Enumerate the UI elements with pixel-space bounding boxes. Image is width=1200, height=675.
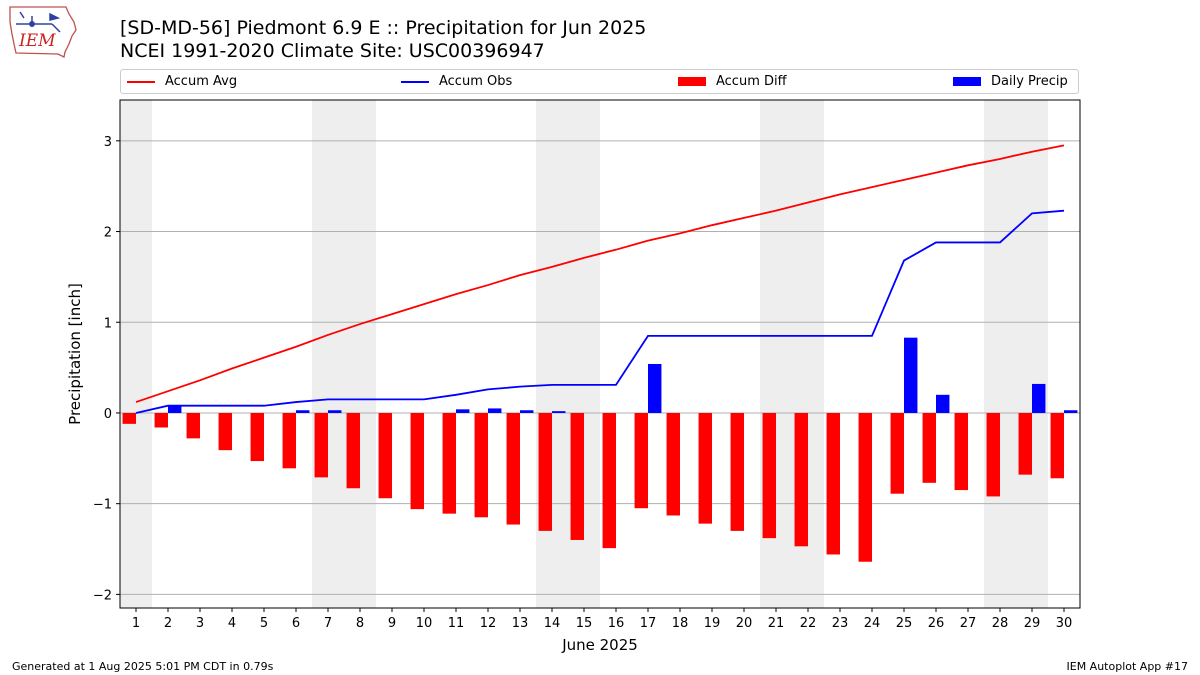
daily-precip-bar (936, 395, 949, 413)
x-tick-label: 8 (356, 616, 364, 631)
x-tick-label: 26 (928, 616, 945, 631)
x-tick-label: 17 (640, 616, 657, 631)
accum-diff-bar (923, 413, 936, 483)
accum-diff-bar (955, 413, 968, 490)
accum-diff-bar (219, 413, 232, 450)
x-tick-label: 13 (512, 616, 529, 631)
x-tick-label: 12 (480, 616, 497, 631)
weekend-shade-day-7 (312, 100, 344, 608)
y-axis-label: Precipitation [inch] (66, 283, 84, 425)
x-tick-label: 30 (1056, 616, 1073, 631)
accum-diff-bar (507, 413, 520, 525)
accum-diff-bar (443, 413, 456, 514)
accum-diff-bar (635, 413, 648, 508)
accum-diff-bar (571, 413, 584, 540)
weekend-shade-day-29 (1016, 100, 1048, 608)
y-tick-label: −2 (93, 588, 112, 603)
x-tick-label: 20 (736, 616, 753, 631)
accum-diff-bar (475, 413, 488, 517)
accum-diff-bar (251, 413, 264, 461)
x-tick-label: 21 (768, 616, 785, 631)
x-tick-label: 2 (164, 616, 172, 631)
x-axis-label: June 2025 (561, 636, 638, 654)
y-tick-label: 1 (104, 316, 112, 331)
accum-diff-bar (187, 413, 200, 438)
accum-diff-bar (123, 413, 136, 424)
daily-precip-bar (1032, 384, 1045, 413)
daily-precip-bar (904, 338, 917, 413)
accum-diff-bar (379, 413, 392, 498)
weekend-shade-day-8 (344, 100, 376, 608)
x-tick-label: 18 (672, 616, 689, 631)
x-tick-label: 14 (544, 616, 561, 631)
daily-precip-bar (488, 408, 501, 413)
y-tick-label: −1 (93, 498, 112, 513)
accum-diff-bar (699, 413, 712, 524)
x-tick-label: 27 (960, 616, 977, 631)
daily-precip-bar (648, 364, 661, 413)
accum-diff-bar (347, 413, 360, 488)
daily-precip-bar (328, 410, 341, 413)
x-tick-label: 1 (132, 616, 140, 631)
footer-generated-text: Generated at 1 Aug 2025 5:01 PM CDT in 0… (12, 660, 273, 673)
x-tick-label: 5 (260, 616, 268, 631)
accum-diff-bar (763, 413, 776, 538)
accum-diff-bar (795, 413, 808, 546)
x-tick-label: 15 (576, 616, 593, 631)
daily-precip-bar (296, 410, 309, 413)
accum-diff-bar (315, 413, 328, 477)
x-tick-label: 3 (196, 616, 204, 631)
accum-diff-bar (859, 413, 872, 562)
y-tick-label: 3 (104, 135, 112, 150)
x-tick-label: 4 (228, 616, 236, 631)
accum-diff-bar (155, 413, 168, 428)
accum-diff-bar (891, 413, 904, 494)
x-tick-label: 22 (800, 616, 817, 631)
accum-diff-bar (827, 413, 840, 555)
x-tick-label: 9 (388, 616, 396, 631)
weekend-shade-day-1 (120, 100, 152, 608)
accum-diff-bar (667, 413, 680, 516)
x-tick-label: 24 (864, 616, 881, 631)
x-tick-label: 16 (608, 616, 625, 631)
accum-diff-bar (411, 413, 424, 509)
accum-diff-bar (539, 413, 552, 531)
y-tick-label: 0 (104, 407, 112, 422)
daily-precip-bar (168, 406, 181, 413)
x-tick-label: 10 (416, 616, 433, 631)
x-tick-label: 25 (896, 616, 913, 631)
daily-precip-bar (520, 410, 533, 413)
x-tick-label: 7 (324, 616, 332, 631)
precipitation-chart: −2−101231 2 3 4 5 6 7 8 9 10 11 12 13 14 15 16 17 18 19 20 2… (0, 0, 1200, 675)
daily-precip-bar (1064, 410, 1077, 413)
weekend-shade-day-28 (984, 100, 1016, 608)
x-tick-label: 6 (292, 616, 300, 631)
daily-precip-bar (552, 411, 565, 413)
x-tick-label: 19 (704, 616, 721, 631)
accum-diff-bar (731, 413, 744, 531)
accum-diff-bar (283, 413, 296, 468)
footer-app-text: IEM Autoplot App #17 (1067, 660, 1189, 673)
x-tick-label: 23 (832, 616, 849, 631)
accum-diff-bar (603, 413, 616, 548)
y-tick-label: 2 (104, 226, 112, 241)
accum-diff-bar (1051, 413, 1064, 478)
x-tick-label: 28 (992, 616, 1009, 631)
accum-diff-bar (1019, 413, 1032, 475)
x-tick-label: 11 (448, 616, 465, 631)
weekend-shade-day-14 (536, 100, 568, 608)
accum-diff-bar (987, 413, 1000, 496)
daily-precip-bar (456, 409, 469, 413)
x-tick-label: 29 (1024, 616, 1041, 631)
